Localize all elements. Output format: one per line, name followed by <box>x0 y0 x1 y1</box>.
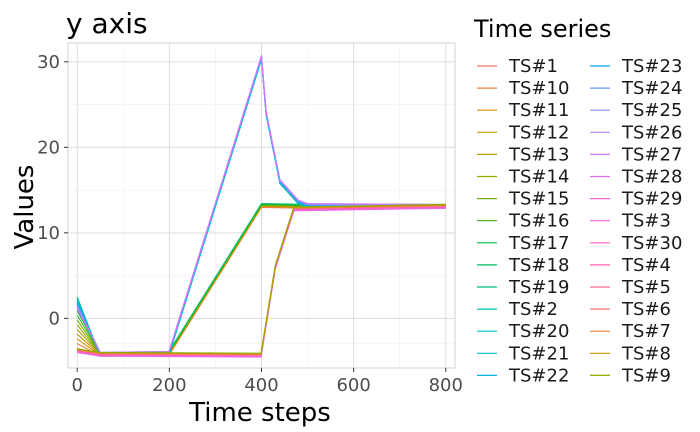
legend-label: TS#14 <box>508 167 569 188</box>
legend-title: Time series <box>473 15 611 43</box>
x-tick-label: 400 <box>244 375 278 396</box>
legend-label: TS#6 <box>621 299 671 320</box>
legend-label: TS#7 <box>621 321 671 342</box>
legend-label: TS#16 <box>508 211 569 232</box>
x-tick-label: 600 <box>336 375 370 396</box>
chart-title: y axis <box>66 7 148 40</box>
legend-label: TS#12 <box>508 122 569 143</box>
legend-label: TS#2 <box>508 299 558 320</box>
legend-label: TS#11 <box>508 100 569 121</box>
legend-label: TS#23 <box>621 56 682 77</box>
series-lines <box>76 55 446 358</box>
legend: Time series TS#1TS#10TS#11TS#12TS#13TS#14… <box>473 15 682 386</box>
legend-label: TS#13 <box>508 144 569 165</box>
legend-label: TS#25 <box>621 100 682 121</box>
legend-label: TS#10 <box>508 78 569 99</box>
legend-label: TS#8 <box>621 343 671 364</box>
legend-label: TS#5 <box>621 277 671 298</box>
y-tick-label: 10 <box>37 223 60 244</box>
legend-label: TS#9 <box>621 365 671 386</box>
legend-label: TS#30 <box>621 233 682 254</box>
legend-label: TS#29 <box>621 189 682 210</box>
legend-label: TS#4 <box>621 255 671 276</box>
legend-label: TS#21 <box>508 343 569 364</box>
legend-label: TS#28 <box>621 167 682 188</box>
axes: 0 200 400 600 800 0 10 20 30 <box>37 52 463 396</box>
plot-panel <box>67 42 456 369</box>
legend-label: TS#26 <box>621 122 682 143</box>
legend-label: TS#3 <box>621 211 671 232</box>
x-tick-label: 200 <box>152 375 186 396</box>
x-tick-label: 0 <box>71 375 82 396</box>
y-tick-label: 0 <box>49 308 60 329</box>
legend-label: TS#19 <box>508 277 569 298</box>
legend-label: TS#17 <box>508 233 569 254</box>
legend-label: TS#15 <box>508 189 569 210</box>
x-axis-label: Time steps <box>188 398 331 428</box>
y-axis-label: Values <box>10 165 40 250</box>
legend-label: TS#24 <box>621 78 682 99</box>
legend-label: TS#27 <box>621 144 682 165</box>
series-line-TS9 <box>77 203 446 354</box>
legend-label: TS#22 <box>508 365 569 386</box>
legend-label: TS#18 <box>508 255 569 276</box>
legend-label: TS#1 <box>508 56 558 77</box>
x-tick-label: 800 <box>429 375 463 396</box>
legend-label: TS#20 <box>508 321 569 342</box>
y-tick-label: 20 <box>37 137 60 158</box>
y-tick-label: 30 <box>37 52 60 73</box>
